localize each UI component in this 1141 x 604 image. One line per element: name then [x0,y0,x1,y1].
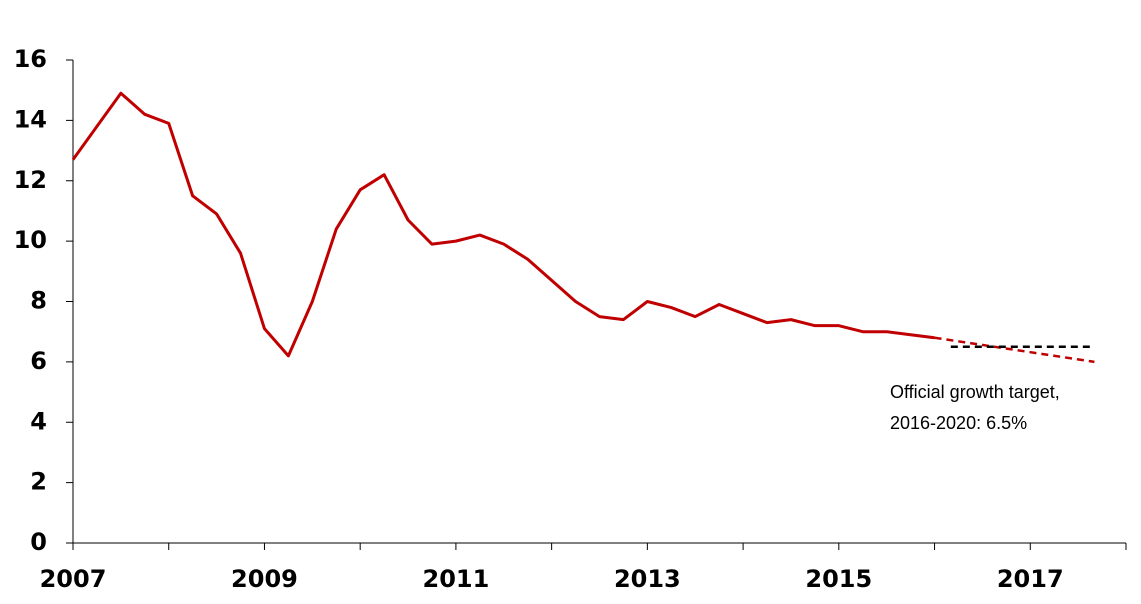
y-tick-label: 14 [14,105,47,133]
x-tick-label: 2009 [231,565,298,593]
annotation: 2016-2020: 6.5% [890,413,1027,433]
y-tick-label: 12 [14,166,47,194]
y-tick-label: 2 [30,468,47,496]
x-tick-label: 2015 [805,565,872,593]
y-tick-label: 16 [14,45,47,73]
x-tick-label: 2007 [40,565,107,593]
y-tick-label: 4 [30,407,47,435]
x-tick-label: 2017 [997,565,1064,593]
series-line [934,336,1095,364]
x-tick-label: 2013 [614,565,681,593]
y-tick-label: 0 [30,528,47,556]
x-tick-label: 2011 [423,565,490,593]
y-tick-label: 8 [30,287,47,315]
series-line [71,91,935,358]
y-tick-label: 6 [30,347,47,375]
annotation: Official growth target, [890,382,1060,402]
y-tick-label: 10 [14,226,47,254]
